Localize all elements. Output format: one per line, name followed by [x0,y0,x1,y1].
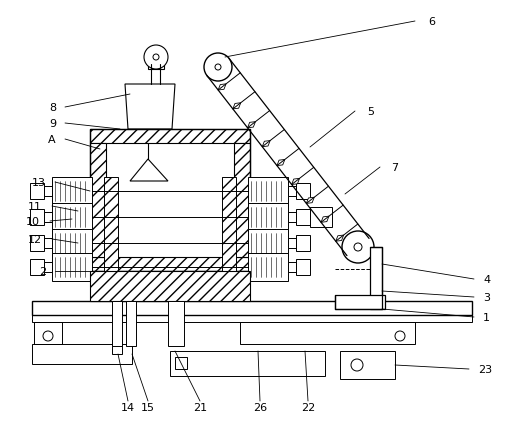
Polygon shape [292,179,299,185]
Text: 14: 14 [121,402,135,412]
Polygon shape [277,160,285,166]
Bar [370,248,382,309]
Text: 6: 6 [428,17,435,27]
Text: 22: 22 [301,402,315,412]
Bar [32,315,472,322]
Circle shape [144,46,168,70]
Text: 23: 23 [478,364,492,374]
Bar [248,230,288,257]
Text: 12: 12 [28,234,42,245]
Polygon shape [336,236,344,242]
Polygon shape [306,198,314,204]
Bar [170,351,325,376]
Bar [32,344,132,364]
Bar [288,262,296,272]
Bar [90,144,106,257]
Bar [310,207,332,227]
Bar [340,351,395,379]
Bar [32,301,472,315]
Polygon shape [218,85,226,91]
Bar [52,178,92,205]
Text: 21: 21 [193,402,207,412]
Text: 2: 2 [39,266,46,276]
Text: 4: 4 [483,274,490,284]
Bar [175,357,187,369]
Bar [90,257,250,271]
Circle shape [153,55,159,61]
Text: 7: 7 [391,163,398,173]
Bar [126,301,136,346]
Text: 15: 15 [141,402,155,412]
Bar [296,259,310,275]
Circle shape [204,54,232,82]
Bar [104,178,118,277]
Bar [240,322,415,344]
Text: 5: 5 [367,107,374,117]
Bar [112,339,122,354]
Text: 26: 26 [253,402,267,412]
Bar [44,262,52,272]
Bar [288,239,296,248]
Text: 1: 1 [483,312,490,322]
Bar [335,295,385,309]
Text: 13: 13 [32,178,46,187]
Bar [248,253,288,281]
Circle shape [354,243,362,251]
Bar [44,239,52,248]
Text: 11: 11 [28,201,42,211]
Text: 10: 10 [26,216,40,227]
Bar [90,130,250,144]
Bar [44,187,52,196]
Text: 8: 8 [49,103,56,113]
Bar [234,144,250,257]
Bar [90,130,250,271]
Bar [296,184,310,199]
Bar [90,271,250,301]
Bar [44,213,52,222]
Polygon shape [233,104,241,109]
Bar [148,62,164,70]
Text: A: A [48,135,56,145]
Polygon shape [247,122,256,129]
Bar [30,184,44,199]
Polygon shape [321,217,329,223]
Bar [30,259,44,275]
Bar [30,210,44,225]
Bar [248,204,288,231]
Bar [288,187,296,196]
Bar [288,213,296,222]
Bar [168,301,184,346]
Bar [52,230,92,257]
Bar [34,322,62,344]
Polygon shape [262,141,270,147]
Circle shape [215,65,221,71]
Bar [30,236,44,251]
Bar [52,253,92,281]
Text: 9: 9 [49,119,56,129]
Bar [112,301,122,346]
Bar [296,210,310,225]
Bar [296,236,310,251]
Bar [52,204,92,231]
Text: 3: 3 [483,292,490,302]
Bar [222,178,236,277]
Bar [248,178,288,205]
Circle shape [342,231,374,263]
